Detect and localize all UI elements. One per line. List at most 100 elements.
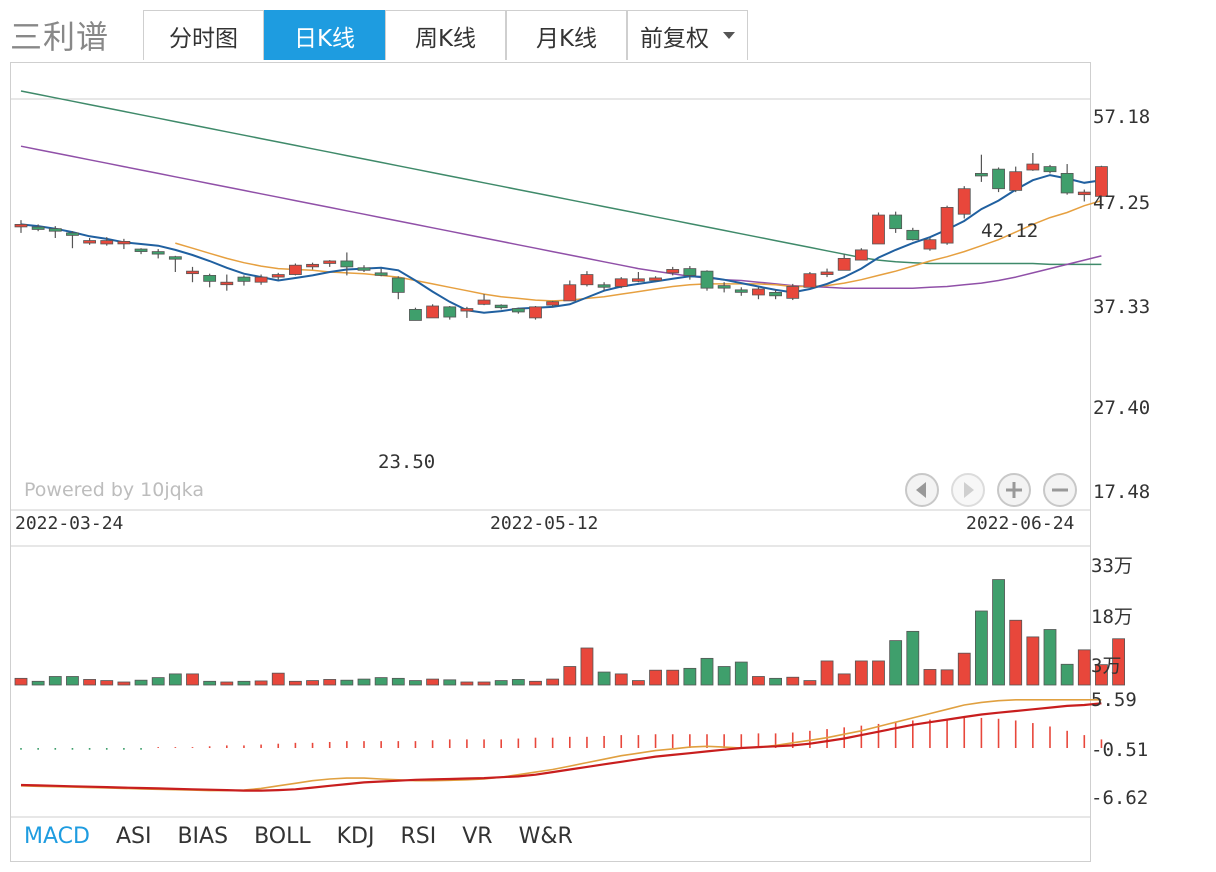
y-tick-label: 47.25: [1093, 192, 1150, 214]
indicator-tab-rsi[interactable]: RSI: [400, 824, 437, 849]
candle: [83, 238, 96, 245]
volume-bar: [769, 677, 782, 686]
volume-bar: [391, 677, 405, 686]
candle-body: [923, 239, 937, 250]
volume-bar: [786, 676, 800, 686]
indicator-tabs: MACD ASI BIAS BOLL KDJ RSI VR W&R: [24, 824, 599, 849]
candle-body: [100, 240, 114, 245]
candle: [117, 238, 131, 250]
candle: [237, 275, 251, 286]
candle: [614, 277, 628, 289]
indicator-tab-bias[interactable]: BIAS: [177, 824, 229, 849]
chart-tabs: 分时图 日K线 周K线 月K线 前复权: [143, 10, 748, 62]
candle: [734, 287, 748, 296]
volume-bar: [306, 680, 319, 686]
volume-bar: [66, 676, 79, 686]
candle: [769, 289, 782, 300]
chart-panel: [10, 62, 1091, 862]
candle-body: [1026, 163, 1040, 171]
candle: [31, 224, 45, 232]
candle: [186, 266, 199, 283]
candle: [357, 265, 371, 272]
tab-intraday[interactable]: 分时图: [143, 10, 264, 60]
candle: [14, 220, 28, 233]
candle: [220, 274, 234, 291]
volume-bar: [597, 671, 611, 686]
candle: [957, 186, 971, 219]
volume-bar: [546, 678, 560, 686]
candle-body: [288, 264, 302, 275]
candle: [511, 307, 525, 314]
candle: [288, 263, 302, 276]
candle: [889, 211, 903, 233]
volume-bar: [632, 680, 645, 686]
candle-body: [134, 248, 148, 252]
tab-monthly-k[interactable]: 月K线: [506, 10, 627, 60]
indicator-tab-vr[interactable]: VR: [462, 824, 493, 849]
scroll-right-button[interactable]: [951, 473, 985, 507]
indicator-tab-asi[interactable]: ASI: [115, 824, 152, 849]
candle-body: [734, 289, 748, 293]
candle: [48, 226, 62, 238]
candle-body: [786, 286, 800, 299]
ma20-line: [20, 145, 1102, 289]
tab-weekly-k[interactable]: 周K线: [385, 10, 506, 60]
candle-body: [992, 168, 1005, 190]
candle: [632, 272, 645, 283]
indicator-tab-wr[interactable]: W&R: [518, 824, 573, 849]
y-tick-label: 17.48: [1093, 481, 1150, 503]
volume-bar: [14, 677, 28, 686]
scroll-left-button[interactable]: [905, 473, 939, 507]
candle: [254, 274, 268, 285]
volume-bar: [1112, 638, 1125, 686]
y-tick-label: 57.18: [1093, 106, 1150, 128]
volume-bar: [803, 680, 817, 686]
tab-daily-k[interactable]: 日K线: [264, 10, 385, 60]
ma10-line: [175, 199, 1102, 302]
x-tick-label: 2022-03-24: [15, 513, 123, 534]
candle-body: [803, 273, 817, 288]
candle: [803, 272, 817, 288]
indicator-tab-kdj[interactable]: KDJ: [336, 824, 375, 849]
candle: [1009, 166, 1023, 193]
candle-body: [237, 276, 251, 282]
candle: [597, 282, 611, 291]
candle: [683, 266, 697, 280]
candle: [1077, 189, 1091, 202]
chevron-down-icon: [723, 32, 735, 39]
tab-adjust-dropdown[interactable]: 前复权: [627, 10, 748, 60]
candle: [992, 167, 1005, 193]
volume-bar: [923, 669, 937, 686]
candle-body: [889, 214, 903, 230]
volume-bar: [854, 660, 868, 686]
volume-bar: [649, 669, 662, 686]
volume-bar: [409, 680, 422, 686]
candle-body: [203, 274, 217, 282]
zoom-in-button[interactable]: [997, 473, 1031, 507]
volume-bar: [203, 680, 217, 686]
volume-bar: [511, 679, 525, 686]
candle-body: [700, 270, 714, 289]
candle-body: [752, 288, 765, 296]
indicator-tab-macd[interactable]: MACD: [24, 824, 90, 849]
candle-body: [254, 276, 268, 283]
high-price-label: 42.12: [981, 220, 1038, 242]
indicator-tab-boll[interactable]: BOLL: [254, 824, 311, 849]
zoom-out-button[interactable]: [1043, 473, 1077, 507]
volume-bar: [957, 652, 971, 686]
moving-average-lines: [20, 90, 1102, 314]
volume-bar: [186, 673, 199, 686]
candle-body: [975, 172, 988, 177]
volume-bar: [443, 679, 457, 686]
volume-bar: [237, 680, 251, 686]
candle-body: [529, 306, 542, 319]
volume-bar: [614, 673, 628, 686]
plus-icon: [1006, 482, 1022, 498]
low-price-label: 23.50: [378, 451, 435, 473]
candle-body: [151, 251, 165, 255]
volume-bar: [975, 610, 988, 686]
volume-bar: [1060, 663, 1074, 686]
volume-bar: [323, 679, 337, 686]
candle: [1060, 164, 1074, 195]
volume-bar: [563, 666, 577, 686]
